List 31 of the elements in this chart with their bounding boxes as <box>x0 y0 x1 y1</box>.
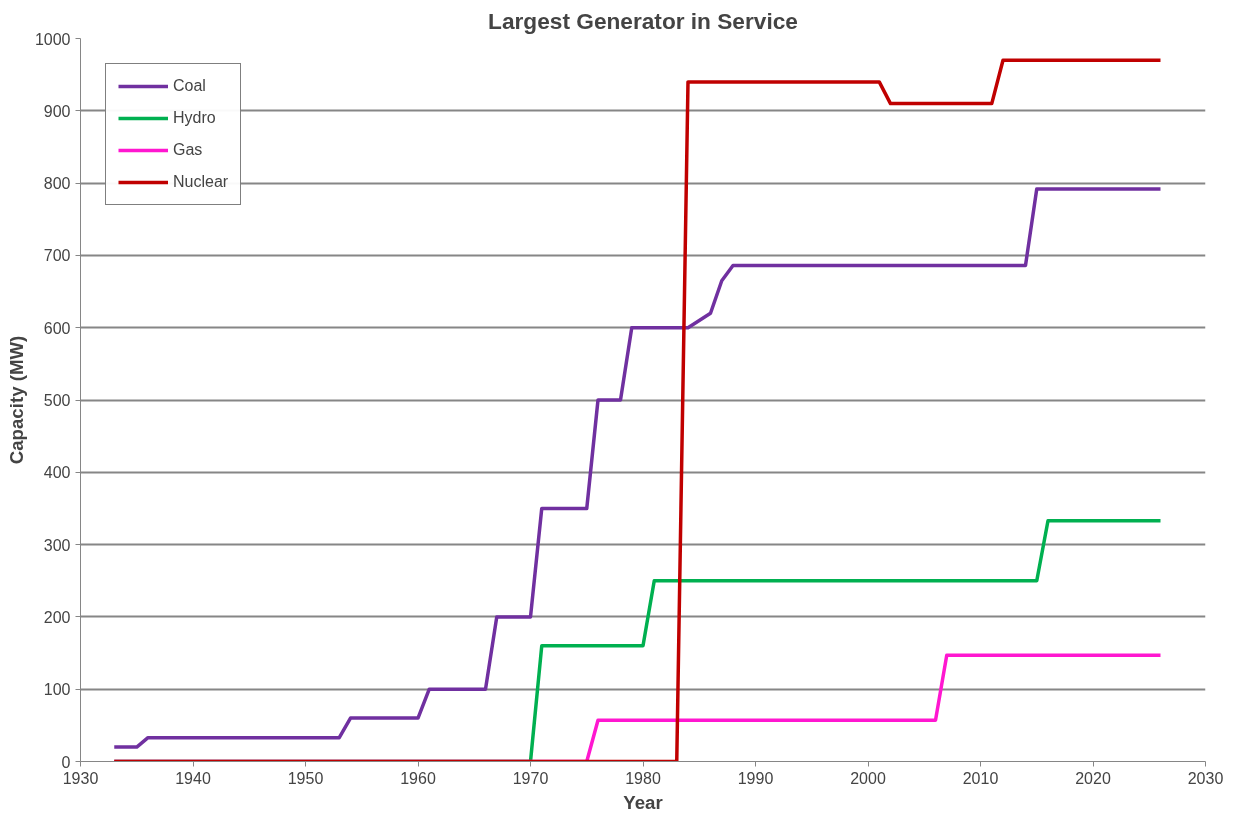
x-tick-label: 1990 <box>737 769 774 787</box>
x-tick-label: 2000 <box>850 769 886 787</box>
y-tick-label: 1000 <box>34 30 71 48</box>
y-tick-label: 400 <box>43 464 71 482</box>
x-tick-label: 1960 <box>400 769 436 787</box>
y-axis-title: Capacity (MW) <box>5 335 27 465</box>
x-tick-label: 2030 <box>1187 769 1224 787</box>
y-tick-label: 0 <box>61 753 71 771</box>
legend-label: Coal <box>173 77 206 95</box>
y-tick-label: 200 <box>43 608 71 626</box>
y-tick-label: 600 <box>43 319 71 337</box>
y-tick-label: 800 <box>43 175 71 193</box>
x-axis-title: Year <box>623 791 663 813</box>
legend-label: Hydro <box>173 109 216 127</box>
chart-title: Largest Generator in Service <box>488 7 798 34</box>
x-tick-label: 2010 <box>962 769 999 787</box>
x-tick-label: 1940 <box>175 769 211 787</box>
y-tick-label: 500 <box>43 392 71 409</box>
y-tick-label: 100 <box>43 681 71 699</box>
y-tick-label: 300 <box>43 536 71 554</box>
legend-label: Nuclear <box>173 173 229 191</box>
line-series <box>112 58 1163 762</box>
y-tick-label: 900 <box>43 102 71 120</box>
y-tick-label: 700 <box>43 247 71 265</box>
x-tick-label: 1950 <box>287 769 324 787</box>
x-tick-label: 1970 <box>512 769 549 787</box>
legend-label: Gas <box>173 141 203 159</box>
x-tick-label: 1980 <box>625 769 661 787</box>
line-series <box>112 187 1163 749</box>
x-tick-label: 1930 <box>62 769 99 787</box>
x-tick-label: 2020 <box>1075 769 1111 787</box>
